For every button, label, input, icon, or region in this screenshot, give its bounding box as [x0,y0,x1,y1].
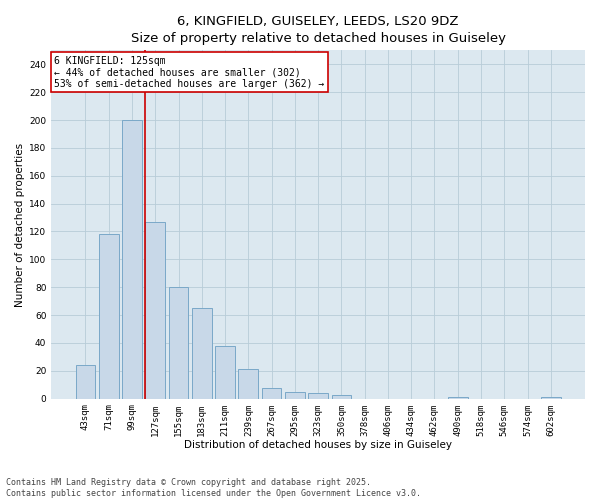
Bar [122,120,142,398]
Bar [169,287,188,399]
Bar [262,388,281,398]
X-axis label: Distribution of detached houses by size in Guiseley: Distribution of detached houses by size … [184,440,452,450]
Bar [192,308,212,398]
Text: Contains HM Land Registry data © Crown copyright and database right 2025.
Contai: Contains HM Land Registry data © Crown c… [6,478,421,498]
Title: 6, KINGFIELD, GUISELEY, LEEDS, LS20 9DZ
Size of property relative to detached ho: 6, KINGFIELD, GUISELEY, LEEDS, LS20 9DZ … [131,15,506,45]
Bar [76,366,95,398]
Bar [215,346,235,399]
Bar [332,394,352,398]
Bar [308,393,328,398]
Text: 6 KINGFIELD: 125sqm
← 44% of detached houses are smaller (302)
53% of semi-detac: 6 KINGFIELD: 125sqm ← 44% of detached ho… [54,56,324,89]
Bar [99,234,119,398]
Bar [145,222,165,398]
Y-axis label: Number of detached properties: Number of detached properties [15,142,25,306]
Bar [285,392,305,398]
Bar [238,370,258,398]
